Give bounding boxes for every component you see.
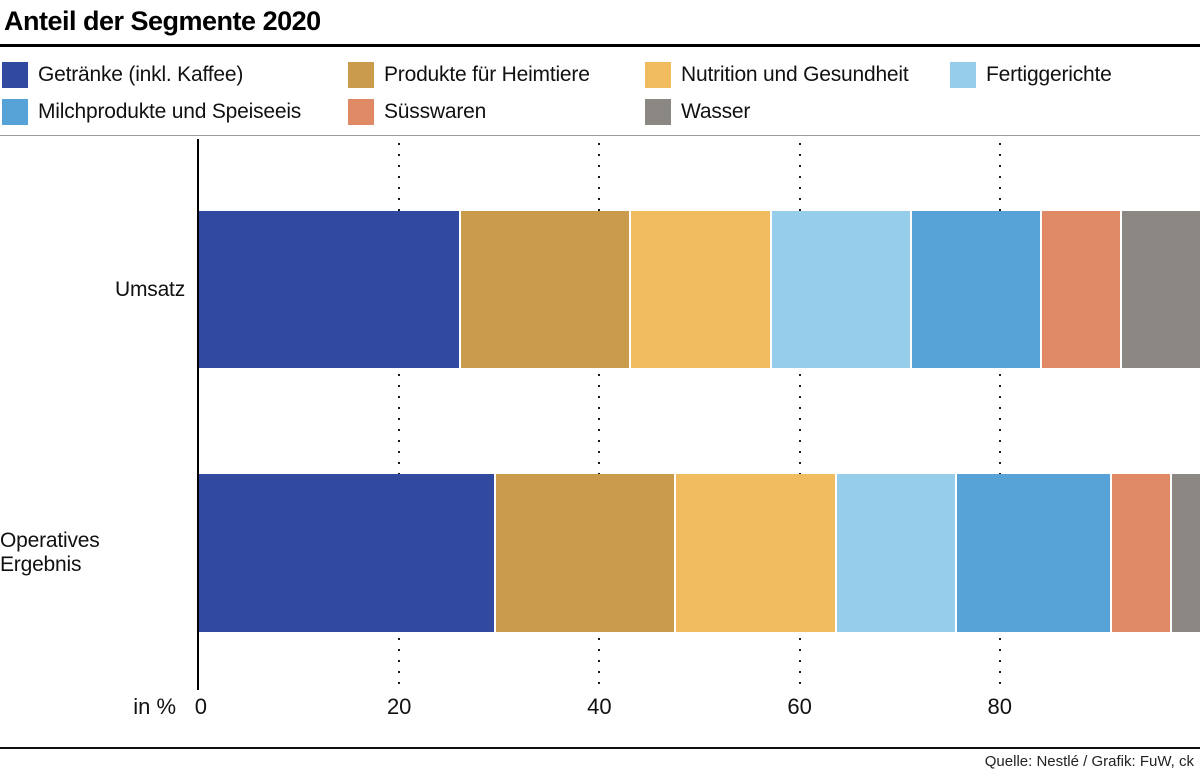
segment-operatives-ergebnis-wasser [1169, 474, 1200, 632]
source-note: Quelle: Nestlé / Grafik: FuW, ck [984, 753, 1194, 770]
segment-umsatz-wasser [1119, 211, 1200, 368]
plot-area [197, 136, 1200, 690]
legend-item-fertiggerichte: Fertiggerichte [950, 62, 1200, 88]
legend-color-swatch-icon [348, 99, 374, 125]
x-tick-label-40: 40 [587, 694, 612, 719]
row-label-umsatz: Umsatz [115, 277, 185, 301]
segment-umsatz-nutrition-und-gesundheit [629, 211, 770, 368]
legend-item-milchprodukte-und-speiseeis: Milchprodukte und Speiseeis [2, 99, 348, 125]
x-tick-label-0: 0 [194, 694, 207, 719]
y-axis-line [197, 139, 199, 690]
x-tick-label-80: 80 [987, 694, 1013, 719]
legend-label: Milchprodukte und Speiseeis [38, 100, 302, 123]
segment-umsatz-produkte-fur-heimtiere [459, 211, 630, 368]
segment-umsatz-susswaren [1039, 211, 1120, 368]
legend-item-susswaren: Süsswaren [348, 99, 645, 125]
title-divider [0, 44, 1200, 47]
gridline-20 [398, 143, 401, 686]
legend-item-produkte-fur-heimtiere: Produkte für Heimtiere [348, 62, 645, 88]
gridline-80 [998, 143, 1001, 686]
legend-color-swatch-icon [645, 99, 671, 125]
segment-umsatz-fertiggerichte [769, 211, 910, 368]
legend-item-nutrition-und-gesundheit: Nutrition und Gesundheit [645, 62, 950, 88]
legend: Getränke (inkl. Kaffee) Produkte für Heim… [2, 62, 1200, 125]
legend-color-swatch-icon [2, 99, 28, 125]
segment-operatives-ergebnis-fertiggerichte [834, 474, 955, 632]
legend-color-swatch-icon [645, 62, 671, 88]
x-tick-label-60: 60 [787, 694, 812, 719]
legend-label: Fertiggerichte [986, 63, 1112, 86]
legend-label: Getränke (inkl. Kaffee) [38, 63, 244, 86]
legend-label: Produkte für Heimtiere [384, 63, 590, 86]
legend-label: Wasser [681, 100, 751, 123]
chart-title: Anteil der Segmente 2020 [4, 6, 321, 36]
segment-umsatz-getranke-inkl-kaffee [199, 211, 460, 368]
segment-umsatz-milchprodukte-und-speiseeis [909, 211, 1040, 368]
segment-operatives-ergebnis-produkte-fur-heimtiere [494, 474, 675, 632]
row-label-operatives-ergebnis: Operatives Ergebnis [0, 529, 100, 576]
x-axis-unit-label: in % [133, 694, 176, 719]
segment-operatives-ergebnis-susswaren [1109, 474, 1170, 632]
legend-label: Süsswaren [384, 100, 487, 123]
bar-umsatz [199, 211, 1200, 368]
segment-operatives-ergebnis-nutrition-und-gesundheit [674, 474, 835, 632]
footer-divider [0, 747, 1200, 749]
x-tick-label-20: 20 [386, 694, 412, 719]
gridline-40 [598, 143, 601, 686]
segment-operatives-ergebnis-milchprodukte-und-speiseeis [954, 474, 1110, 632]
segment-operatives-ergebnis-getranke-inkl-kaffee [199, 474, 495, 632]
bar-operatives-ergebnis [199, 474, 1200, 632]
legend-item-getranke-inkl-kaffee: Getränke (inkl. Kaffee) [2, 62, 348, 88]
legend-label: Nutrition und Gesundheit [681, 63, 909, 86]
legend-item-wasser: Wasser [645, 99, 950, 125]
legend-color-swatch-icon [348, 62, 374, 88]
legend-divider [0, 135, 1200, 136]
gridline-60 [798, 143, 801, 686]
legend-color-swatch-icon [950, 62, 976, 88]
legend-color-swatch-icon [2, 62, 28, 88]
